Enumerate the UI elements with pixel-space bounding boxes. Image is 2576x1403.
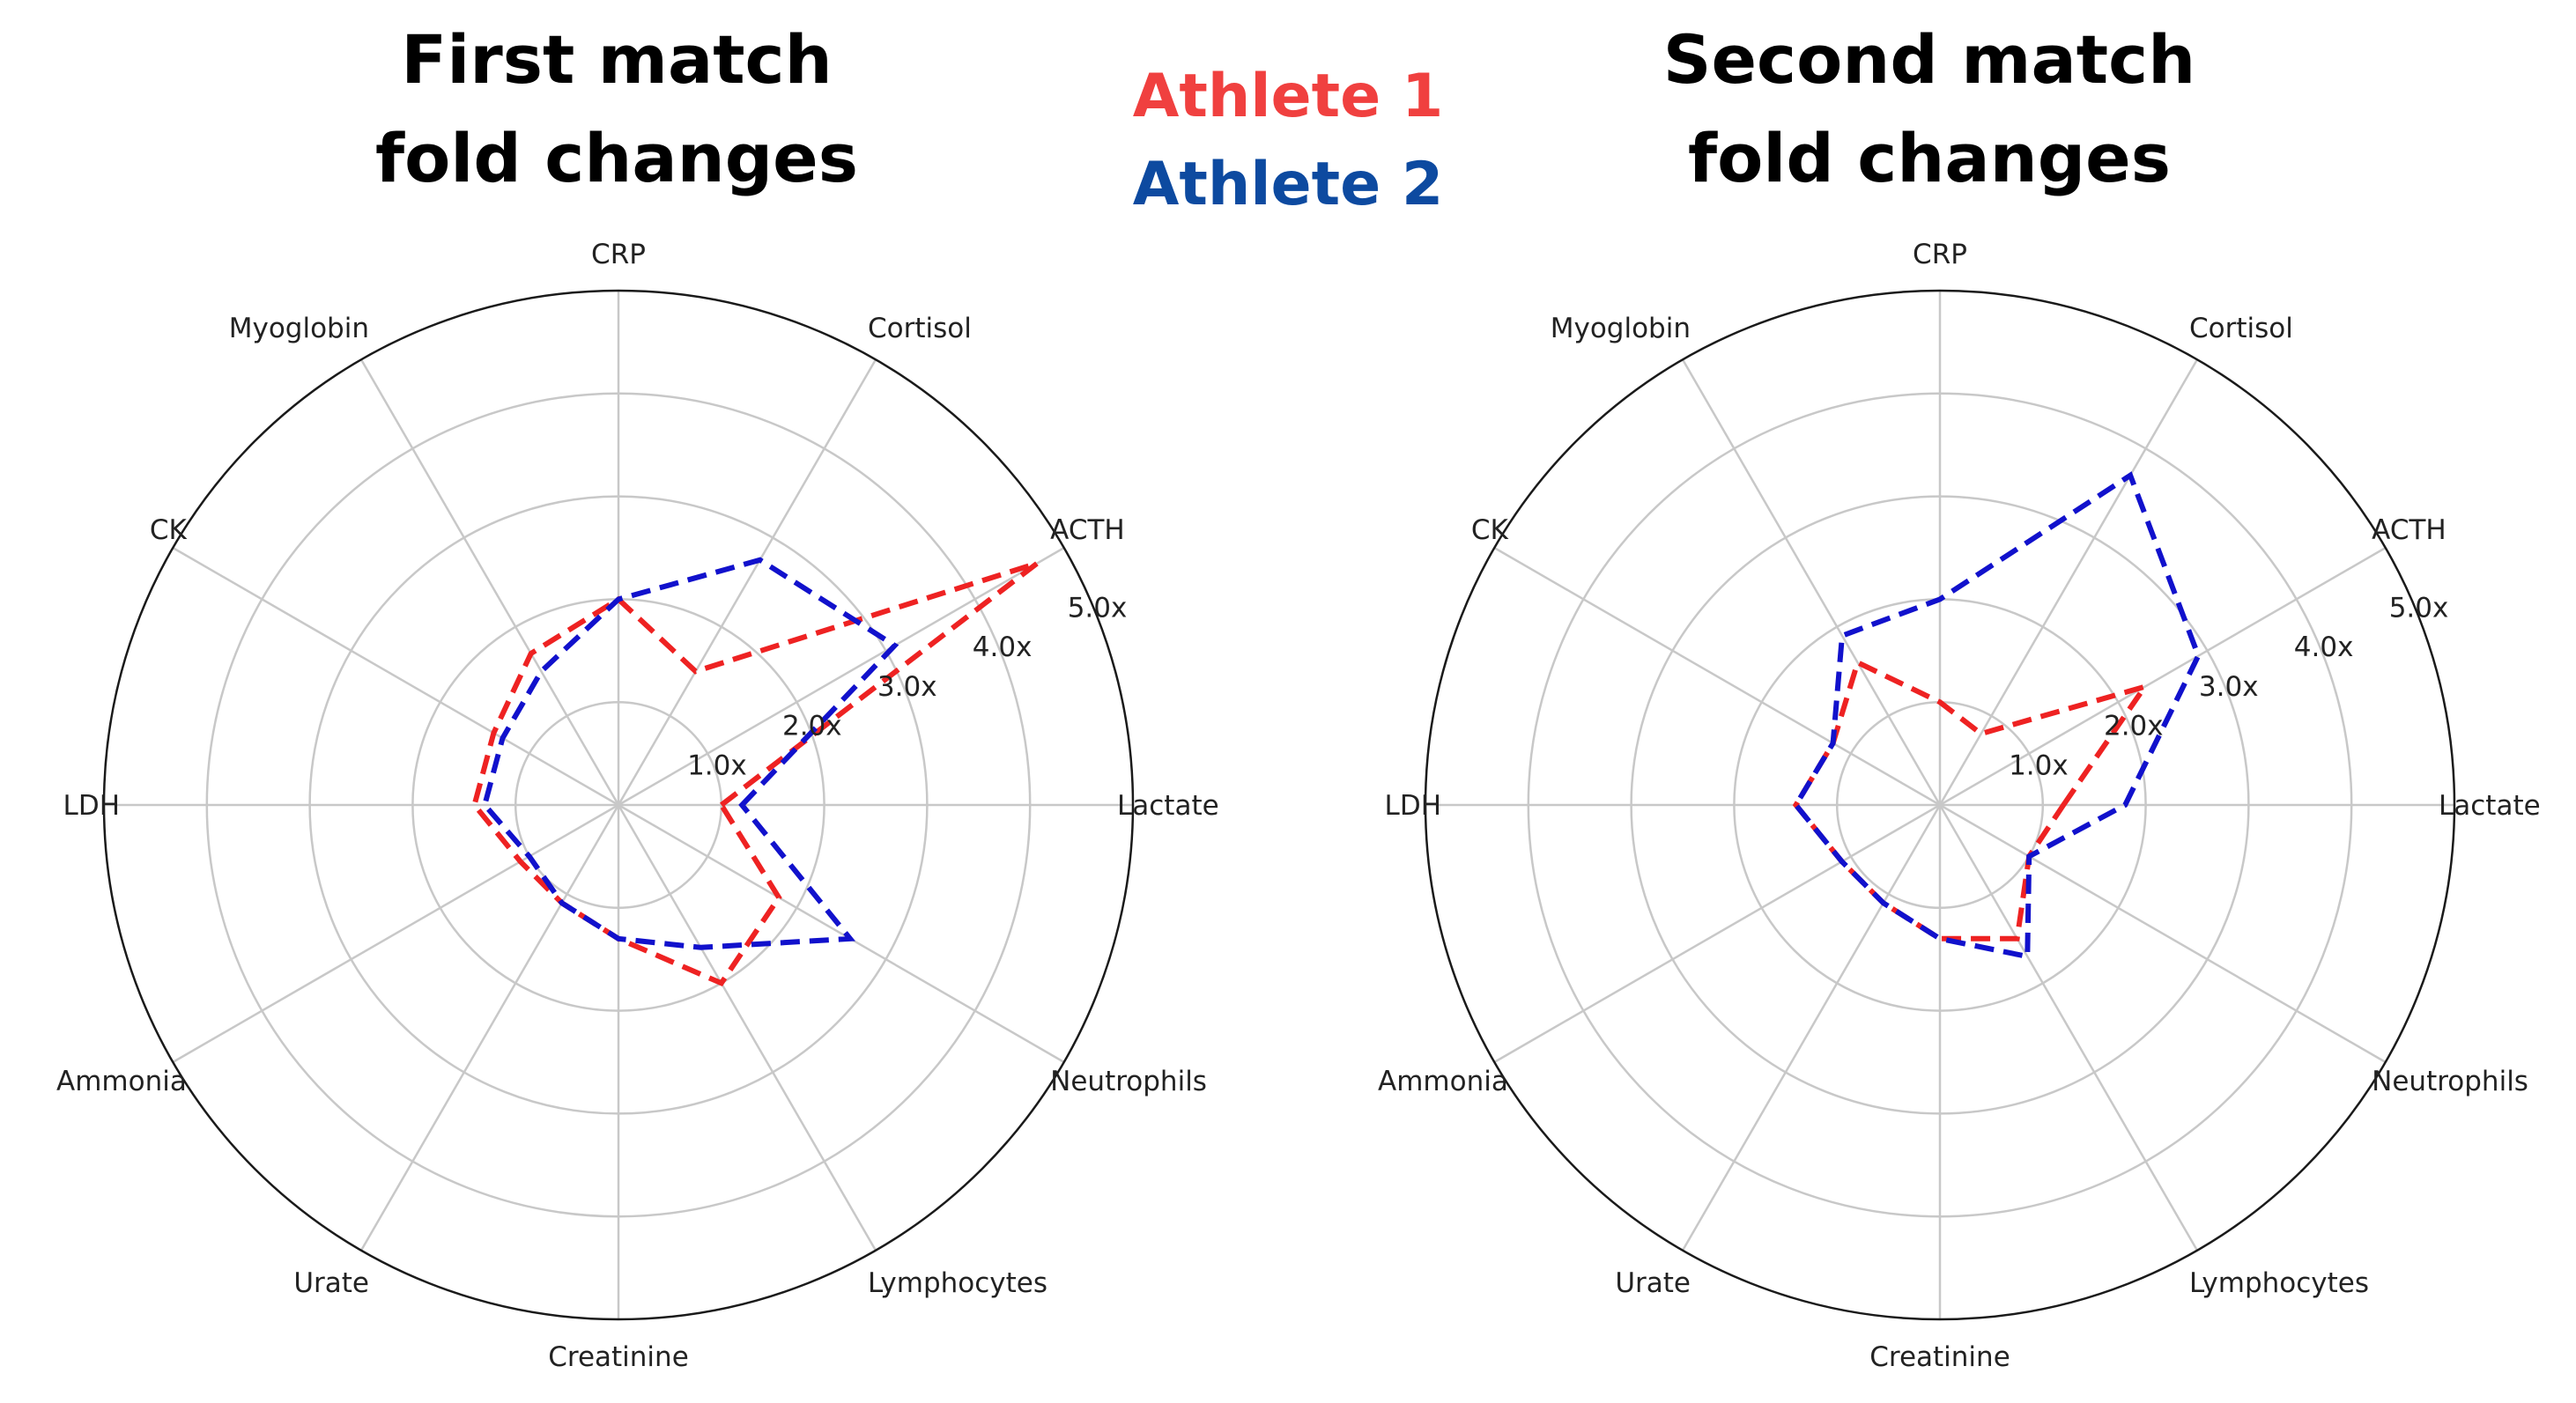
axis-label-ck: CK [150, 514, 188, 546]
tick-label: 1.0x [2009, 749, 2069, 781]
axis-label-acth: ACTH [1050, 514, 1125, 546]
spoke-line [1493, 803, 1941, 1064]
tick-label: 2.0x [2104, 711, 2164, 742]
tick-label: 4.0x [2294, 631, 2354, 663]
spoke-line [618, 546, 1065, 807]
spoke-line [172, 803, 619, 1064]
spoke-line [359, 358, 620, 806]
axis-label-ldh: LDH [1385, 790, 1441, 822]
title-line-1: First match [401, 20, 833, 99]
tick-label: 2.0x [782, 711, 842, 742]
chart-title-second-match: Second match fold changes [1612, 11, 2247, 208]
title-line-1: Second match [1662, 20, 2196, 99]
axis-label-neutrophils: Neutrophils [1050, 1066, 1207, 1097]
axis-label-acth: ACTH [2372, 514, 2446, 546]
legend-athlete-1: Athlete 1 [1132, 62, 1444, 131]
axis-label-ammonia: Ammonia [56, 1066, 187, 1097]
spoke-line [617, 804, 877, 1252]
spoke-line [1681, 804, 1942, 1252]
outer-frame [102, 289, 1135, 1321]
axis-label-lactate: Lactate [2439, 790, 2541, 822]
axis-label-urate: Urate [293, 1267, 369, 1299]
tick-label: 3.0x [2199, 671, 2259, 703]
spoke-line [1938, 358, 2199, 806]
axis-label-neutrophils: Neutrophils [2372, 1066, 2528, 1097]
tick-label: 4.0x [973, 631, 1033, 663]
title-line-2: fold changes [375, 119, 858, 197]
spoke-line [172, 546, 619, 807]
axis-label-creatinine: Creatinine [548, 1341, 689, 1373]
axis-label-myoglobin: Myoglobin [1551, 313, 1691, 344]
axis-label-lactate: Lactate [1117, 790, 1219, 822]
spoke-line [1939, 803, 2387, 1064]
spoke-line [1938, 804, 2199, 1252]
axis-label-cortisol: Cortisol [868, 313, 972, 344]
axis-label-lymphocytes: Lymphocytes [868, 1267, 1047, 1299]
tick-label: 1.0x [687, 749, 747, 781]
title-line-2: fold changes [1688, 119, 2171, 197]
axis-label-ldh: LDH [63, 790, 120, 822]
outer-frame [1424, 289, 2456, 1321]
tick-label: 3.0x [877, 671, 937, 703]
axis-label-urate: Urate [1615, 1267, 1691, 1299]
axis-label-ammonia: Ammonia [1378, 1066, 1508, 1097]
radar-chart-first-match: 1.0x 2.0x 3.0x 4.0x 5.0x Lactate ACTH Cortisol C… [56, 239, 1219, 1373]
spoke-line [617, 358, 877, 806]
legend-athlete-2: Athlete 2 [1132, 150, 1444, 219]
series-line-athlete-1 [1792, 658, 2151, 941]
series-line-athlete-2 [481, 557, 899, 950]
axis-label-ck: CK [1471, 514, 1509, 546]
axis-label-cortisol: Cortisol [2189, 313, 2293, 344]
axis-label-myoglobin: Myoglobin [229, 313, 369, 344]
tick-label: 5.0x [1068, 593, 1128, 624]
tick-label: 5.0x [2389, 593, 2449, 624]
chart-title-first-match: First match fold changes [300, 11, 934, 208]
axis-label-lymphocytes: Lymphocytes [2189, 1267, 2369, 1299]
spoke-line [1493, 546, 1941, 807]
series-line-athlete-1 [471, 560, 1040, 987]
axis-label-crp: CRP [591, 239, 646, 270]
spoke-line [1681, 358, 1942, 806]
spoke-line [1939, 546, 2387, 807]
spoke-line [359, 804, 620, 1252]
radar-chart-second-match: 1.0x 2.0x 3.0x 4.0x 5.0x Lactate ACTH Cortisol C… [1378, 239, 2541, 1373]
series-line-athlete-2 [1792, 471, 2202, 960]
axis-label-creatinine: Creatinine [1869, 1341, 2010, 1373]
axis-label-crp: CRP [1913, 239, 1967, 270]
spoke-line [618, 803, 1065, 1064]
